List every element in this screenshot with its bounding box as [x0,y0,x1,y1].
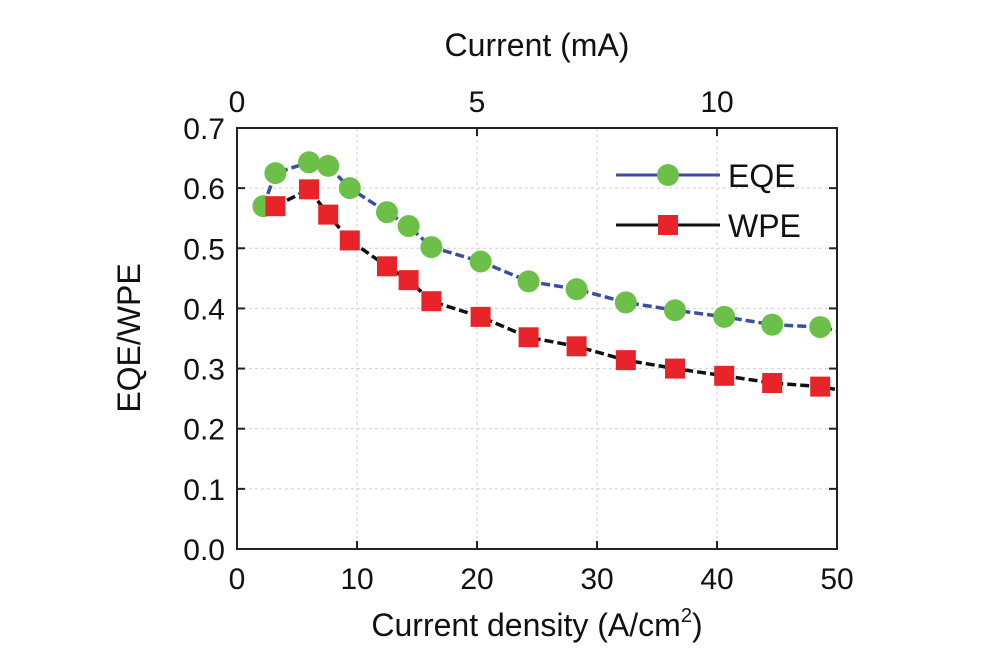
legend-marker-wpe [658,215,678,235]
data-point-eqe [614,291,637,314]
x-axis-title-superscript: 2 [681,605,692,627]
series-line-wpe [274,187,838,392]
data-point-wpe [615,350,636,371]
ticks: 0 10 20 30 40 50 0 5 10 0.0 0.1 0.2 0.3 0.4 0.5 0.6 0.7 [183,86,853,596]
y-tick-label: 0.4 [183,293,225,326]
x-tick-label: 10 [340,563,373,596]
y-tick-label: 0.5 [183,233,225,266]
top-x-tick-label: 0 [229,86,246,119]
plot-frame [236,127,838,550]
y-tick-label: 0.1 [183,474,225,507]
data-point-wpe [339,230,360,251]
data-point-wpe [421,291,442,312]
data-point-eqe [469,250,492,273]
data-point-wpe [265,196,286,217]
data-point-eqe [664,299,686,322]
data-point-wpe [318,204,339,225]
top-x-tick-label: 5 [469,86,486,119]
x-axis-title-close: ) [692,607,703,643]
y-tick-label: 0.0 [183,534,225,567]
x-tick-label: 40 [700,563,733,596]
y-tick-label: 0.6 [183,173,225,206]
data-point-eqe [317,154,340,177]
data-point-wpe [299,179,319,200]
data-point-eqe [338,177,361,200]
data-point-wpe [665,358,685,379]
data-point-wpe [398,270,419,291]
data-point-wpe [566,336,587,357]
data-point-eqe [565,278,588,301]
x-tick-label: 50 [820,563,853,596]
y-tick-label: 0.7 [183,113,225,146]
legend-marker-eqe [657,164,679,186]
data-point-eqe [397,215,420,238]
data-point-wpe [810,376,831,397]
y-axis-title: EQE/WPE [111,263,147,412]
top-x-axis-title: Current (mA) [445,27,630,63]
data-point-eqe [713,305,736,328]
series-layer [252,151,838,397]
x-tick-label: 20 [460,563,493,596]
x-axis-title: Current density (A/cm2) [371,605,702,643]
data-point-wpe [377,256,397,277]
x-tick-label: 0 [229,563,246,596]
data-point-wpe [762,373,783,394]
data-point-eqe [376,201,398,224]
data-point-wpe [714,365,735,386]
y-tick-label: 0.3 [183,354,225,387]
legend: EQE WPE [616,158,801,244]
legend-label-eqe: EQE [728,158,796,194]
x-axis-title-text: Current density (A/cm [371,607,680,643]
x-tick-label: 30 [580,563,613,596]
data-point-eqe [809,316,832,339]
data-point-eqe [420,236,443,259]
legend-label-wpe: WPE [728,208,801,244]
y-tick-label: 0.2 [183,414,225,447]
top-x-tick-label: 10 [700,86,733,119]
data-point-eqe [264,162,287,185]
data-point-eqe [761,313,784,336]
data-point-wpe [518,327,539,348]
data-point-eqe [298,151,320,174]
data-point-eqe [517,270,540,293]
data-point-wpe [470,306,491,327]
grid [237,128,837,549]
